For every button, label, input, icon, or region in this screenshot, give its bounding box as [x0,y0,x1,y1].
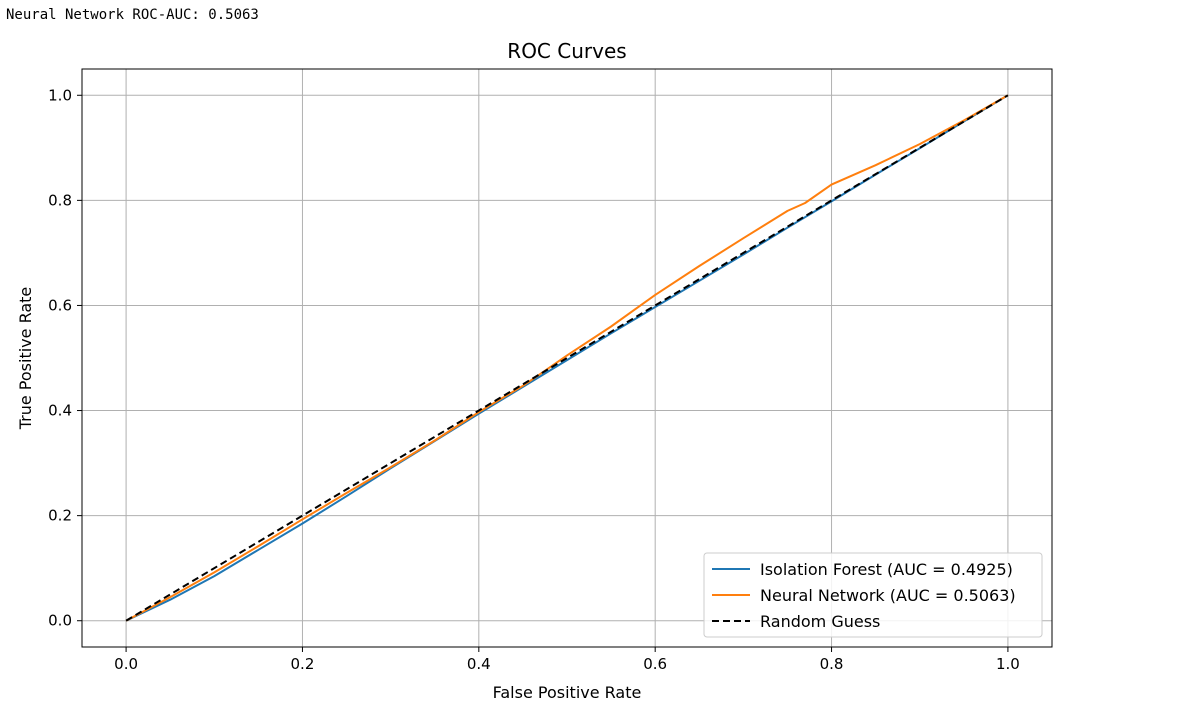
cell-output-text: Neural Network ROC-AUC: 0.5063 [6,7,259,23]
series-line-1 [125,94,1009,622]
y-tick-label: 0.6 [48,296,72,314]
y-tick-label: 0.0 [48,612,72,630]
legend: Isolation Forest (AUC = 0.4925) Neural Ne… [703,552,1043,638]
x-tick-label: 0.2 [291,655,315,673]
y-tick-label: 0.2 [48,507,72,525]
chart-title: ROC Curves [507,39,626,63]
y-tick-label: 0.4 [48,402,72,420]
plot-frame [81,68,1053,648]
series-lines [125,94,1009,622]
series-line-0 [125,94,1009,622]
legend-label-1: Neural Network (AUC = 0.5063) [760,586,1016,605]
y-tick-label: 1.0 [48,86,72,104]
legend-label-2: Random Guess [760,612,880,631]
x-tick-label: 0.6 [643,655,667,673]
x-tick-label: 1.0 [996,655,1020,673]
x-tick-label: 0.4 [467,655,491,673]
legend-label-0: Isolation Forest (AUC = 0.4925) [760,560,1013,579]
axis-ticks: 0.0 0.2 0.4 0.6 0.8 1.0 0.0 0.2 0.4 0.6 0.8 1.0 [48,86,1020,673]
x-tick-label: 0.0 [114,655,138,673]
legend-box [703,552,1043,638]
series-line-2 [125,94,1009,622]
x-axis-label: False Positive Rate [493,683,642,702]
x-tick-label: 0.8 [820,655,844,673]
y-axis-label: True Positive Rate [16,287,35,431]
y-tick-label: 0.8 [48,191,72,209]
